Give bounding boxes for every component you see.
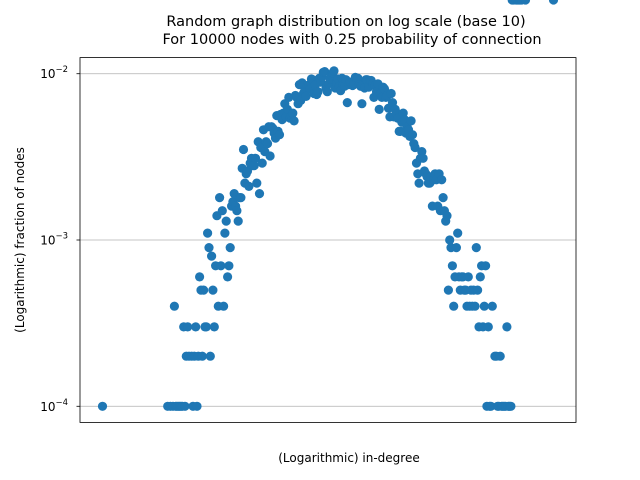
data-point [342, 98, 352, 108]
data-point [486, 401, 496, 411]
data-point [250, 153, 261, 163]
data-point [386, 88, 396, 99]
data-point [223, 272, 233, 282]
data-point [215, 193, 225, 203]
data-point [502, 322, 512, 332]
data-point [357, 99, 367, 109]
data-point [183, 322, 193, 332]
data-point [313, 87, 323, 97]
data-point [207, 251, 217, 261]
chart-title-line1: Random graph distribution on log scale (… [166, 14, 525, 30]
data-point [483, 322, 493, 332]
data-point [414, 178, 424, 188]
data-point [219, 301, 229, 311]
data-points [97, 0, 559, 411]
y-tick-label: 10−4 [40, 398, 68, 414]
data-point [97, 401, 108, 411]
data-point [487, 301, 497, 311]
data-point [449, 301, 459, 311]
data-point [520, 0, 531, 5]
y-axis-label: (Logarithmic) fraction of nodes [13, 147, 27, 333]
data-point [274, 130, 285, 140]
data-point [463, 272, 473, 282]
data-point [195, 272, 205, 282]
data-point [406, 116, 416, 126]
data-point [495, 351, 505, 361]
data-point [244, 181, 254, 191]
data-point [470, 301, 480, 311]
data-point [224, 261, 234, 271]
data-point [289, 116, 299, 126]
data-point [301, 91, 311, 101]
data-point [180, 401, 190, 411]
data-point [322, 87, 332, 97]
data-point [238, 144, 249, 155]
data-point [473, 285, 483, 295]
data-point [236, 193, 246, 203]
data-point [438, 193, 448, 203]
data-point [329, 66, 339, 76]
data-point [257, 158, 267, 168]
data-point [288, 108, 298, 118]
data-point [265, 151, 275, 161]
data-point [471, 243, 481, 253]
data-point [548, 0, 559, 5]
data-point [437, 175, 447, 185]
data-point [232, 206, 242, 216]
data-point [410, 142, 420, 153]
data-point [475, 272, 485, 282]
data-point [191, 322, 201, 332]
data-point [479, 301, 489, 311]
data-point [506, 401, 516, 411]
data-point [205, 351, 215, 361]
data-point [407, 130, 418, 140]
data-point [192, 401, 202, 411]
data-point [225, 243, 235, 253]
chart-title-line2: For 10000 nodes with 0.25 probability of… [162, 32, 541, 48]
data-point [216, 261, 226, 271]
data-point [233, 216, 243, 226]
data-point [453, 228, 463, 238]
data-point [201, 322, 211, 332]
data-point [197, 351, 207, 361]
data-point [169, 301, 179, 311]
data-point [199, 285, 209, 295]
data-point [262, 139, 273, 149]
data-point [209, 322, 219, 332]
data-point [451, 243, 461, 253]
y-tick-label: 10−2 [40, 65, 68, 81]
data-point [249, 161, 259, 171]
y-axis-ticks: 10−4 10−3 10−2 [40, 65, 80, 414]
data-point [481, 261, 491, 271]
data-point [374, 104, 384, 114]
data-point [252, 178, 262, 188]
data-point [217, 206, 227, 216]
data-point [442, 211, 452, 221]
data-point [221, 216, 231, 226]
data-point [220, 228, 230, 238]
data-point [447, 261, 457, 271]
data-point [208, 285, 218, 295]
data-point [203, 228, 213, 238]
data-point [445, 235, 455, 245]
y-tick-label: 10−3 [40, 232, 68, 248]
data-point [254, 189, 265, 199]
data-point [418, 153, 428, 163]
data-point [443, 285, 453, 295]
data-point [204, 243, 214, 253]
x-axis-label: (Logarithmic) in-degree [278, 451, 420, 465]
